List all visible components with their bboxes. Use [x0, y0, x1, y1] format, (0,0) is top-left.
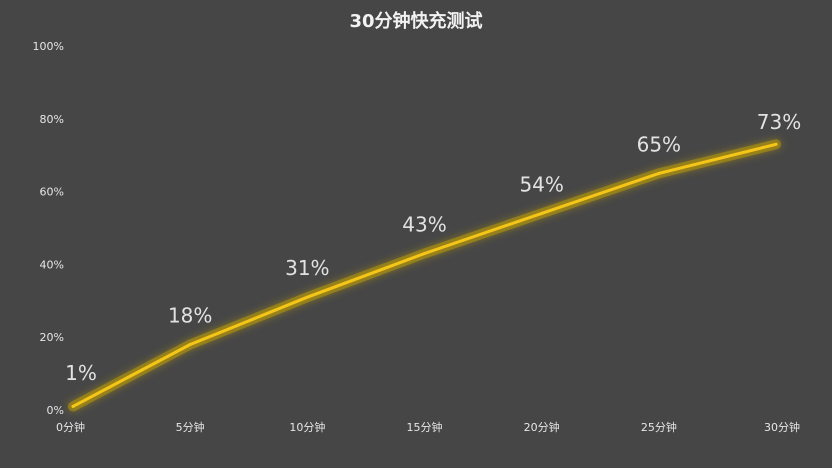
chart-title: 30分钟快充测试	[349, 10, 482, 32]
y-tick-label: 0%	[47, 404, 64, 417]
x-tick-label: 0分钟	[56, 420, 85, 434]
data-labels-layer: 1% 18% 31% 43% 54% 65% 73%	[65, 110, 801, 385]
x-tick-label: 25分钟	[641, 420, 677, 434]
series-layer	[68, 139, 781, 412]
data-point	[305, 295, 309, 299]
x-axis: 0分钟 5分钟 10分钟 15分钟 20分钟 25分钟 30分钟	[56, 420, 800, 434]
data-point	[71, 404, 75, 408]
x-tick-label: 15分钟	[407, 420, 443, 434]
y-tick-label: 60%	[40, 186, 64, 199]
data-point	[423, 251, 426, 255]
data-label: 65%	[637, 132, 681, 156]
x-tick-label: 10分钟	[289, 420, 325, 434]
data-point	[657, 171, 661, 175]
x-tick-label: 20分钟	[524, 420, 560, 434]
data-label: 54%	[519, 172, 563, 196]
data-label: 43%	[402, 212, 446, 236]
x-tick-label: 30分钟	[764, 420, 800, 434]
x-tick-label: 5分钟	[176, 420, 205, 434]
data-label: 1%	[65, 361, 97, 385]
data-point	[774, 142, 778, 146]
y-tick-label: 100%	[33, 40, 64, 53]
data-label: 73%	[757, 110, 801, 134]
data-point	[540, 211, 544, 215]
data-point	[188, 342, 192, 346]
y-tick-label: 20%	[40, 331, 64, 344]
y-tick-label: 80%	[40, 113, 64, 126]
data-label: 18%	[168, 303, 212, 327]
y-axis: 0% 20% 40% 60% 80% 100%	[33, 40, 64, 417]
data-label: 31%	[285, 256, 329, 280]
y-tick-label: 40%	[40, 258, 64, 271]
